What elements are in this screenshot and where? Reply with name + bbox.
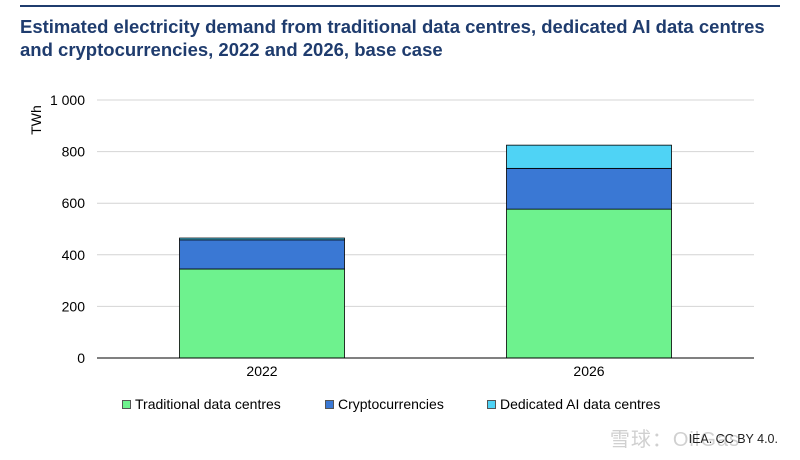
bar-segment	[506, 167, 672, 210]
y-axis-label: TWh	[28, 105, 44, 135]
y-tick-label: 800	[62, 144, 86, 160]
legend-swatch	[325, 399, 334, 409]
legend-item: Traditional data centres	[122, 396, 281, 412]
bar-segment	[506, 144, 672, 169]
axes: 0 200 400 600 800 1 000 TWh 2022 2026	[28, 92, 754, 379]
legend-label: Cryptocurrencies	[338, 396, 444, 412]
source-note: IEA. CC BY 4.0.	[688, 432, 778, 446]
y-tick-label: 200	[62, 298, 86, 314]
legend-label: Traditional data centres	[135, 396, 281, 412]
legend-item: Cryptocurrencies	[325, 396, 444, 412]
y-tick-label: 400	[62, 247, 86, 263]
legend-swatch	[122, 399, 131, 409]
x-tick-label: 2026	[573, 363, 604, 379]
x-tick-label: 2022	[246, 363, 277, 379]
bar-segment	[179, 268, 345, 359]
legend-item: Dedicated AI data centres	[487, 396, 660, 412]
watermark: 雪球：OilGas	[609, 429, 740, 451]
bar-segment	[179, 239, 345, 270]
bars	[179, 144, 672, 359]
chart-title: Estimated electricity demand from tradit…	[20, 16, 765, 60]
y-tick-label: 600	[62, 195, 86, 211]
bar-segment	[179, 237, 345, 241]
legend: Traditional data centres Cryptocurrencies…	[0, 396, 800, 418]
title-rule	[20, 5, 780, 7]
legend-swatch	[487, 399, 496, 409]
bar-segment	[506, 208, 672, 359]
y-tick-label: 1 000	[50, 92, 85, 108]
legend-label: Dedicated AI data centres	[500, 396, 661, 412]
y-tick-label: 0	[77, 350, 85, 366]
